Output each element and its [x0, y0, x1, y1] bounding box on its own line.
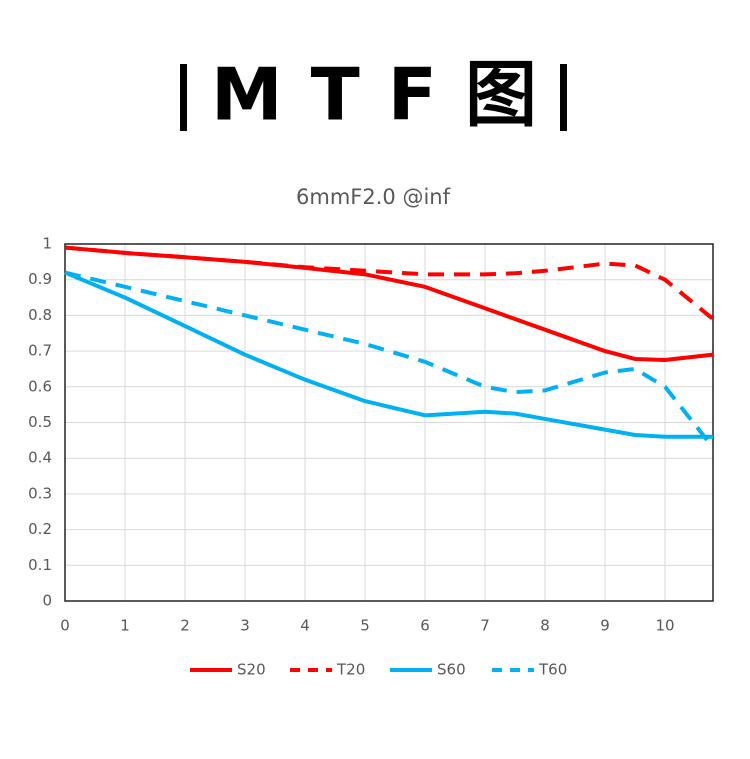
- x-tick-label: 1: [120, 617, 130, 635]
- x-tick-label: 5: [360, 617, 370, 635]
- plot-frame: [64, 243, 714, 602]
- y-tick-label: 0.2: [28, 520, 52, 538]
- x-tick-label: 9: [600, 617, 610, 635]
- header-bar: [560, 64, 567, 131]
- series-line: [64, 270, 713, 439]
- x-tick-label: 3: [240, 617, 250, 635]
- legend-label: S60: [437, 661, 466, 679]
- x-tick-label: 10: [655, 617, 674, 635]
- y-tick-label: 0.7: [28, 342, 52, 360]
- series-line: [64, 245, 715, 321]
- x-tick-label: 4: [300, 617, 310, 635]
- y-tick-label: 0.1: [28, 556, 52, 574]
- x-tick-label: 8: [540, 617, 550, 635]
- y-tick-label: 0.3: [28, 484, 52, 502]
- y-tick-label: 0.8: [28, 306, 52, 324]
- x-tick-label: 6: [420, 617, 430, 635]
- y-tick-label: 0.6: [28, 377, 52, 395]
- x-tick-label: 2: [180, 617, 190, 635]
- header-bar: [180, 64, 187, 131]
- y-tick-label: 0.5: [28, 413, 52, 431]
- legend-label: T60: [538, 661, 567, 679]
- y-tick-label: 0: [42, 592, 52, 610]
- legend-label: T20: [336, 661, 365, 679]
- chart-title: 6mmF2.0 @inf: [296, 185, 451, 209]
- y-tick-label: 0.9: [28, 270, 52, 288]
- y-tick-label: 0.4: [28, 449, 52, 467]
- x-tick-label: 7: [480, 617, 490, 635]
- series-line: [64, 270, 715, 449]
- header-title: MTF图: [211, 53, 565, 137]
- x-tick-label: 0: [60, 617, 70, 635]
- legend-label: S20: [237, 661, 266, 679]
- y-tick-label: 1: [42, 235, 52, 253]
